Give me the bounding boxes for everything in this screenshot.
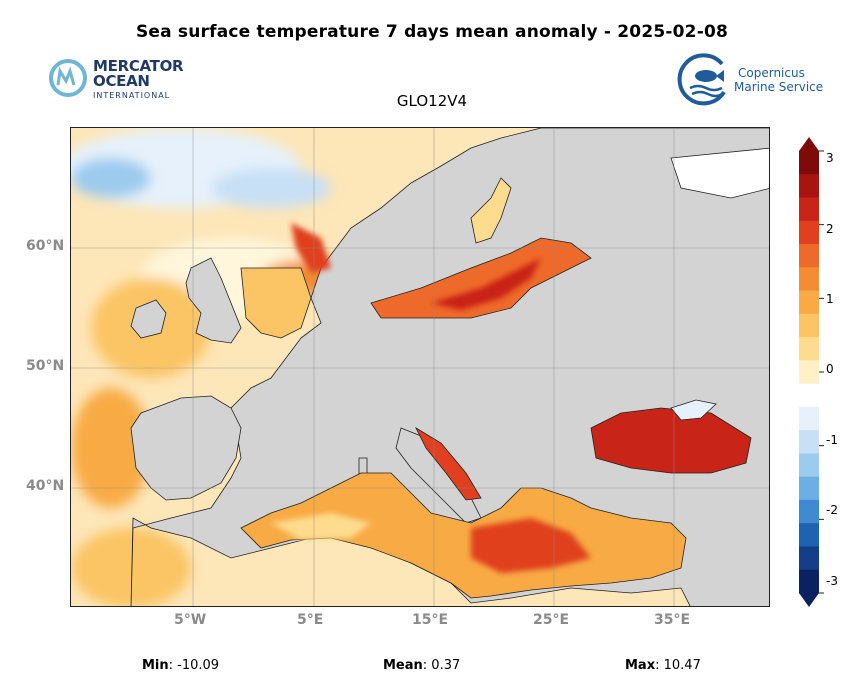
colorbar-gradient (799, 137, 824, 607)
colorbar-extend-min (799, 593, 819, 607)
colorbar-segment (799, 430, 819, 454)
stat-max-value: : 10.47 (655, 658, 701, 673)
stat-min-label: Min (142, 658, 169, 673)
map-canvas (71, 128, 769, 606)
stat-max-label: Max (625, 658, 656, 673)
graticule (71, 128, 769, 606)
chart-title: Sea surface temperature 7 days mean anom… (135, 22, 729, 42)
copernicus-logo-line1: Copernicus (738, 66, 805, 80)
inland-seas (240, 147, 769, 599)
colorbar-tick-0: 0 (826, 362, 834, 376)
colorbar-segment (799, 313, 819, 338)
stat-min: Min: -10.09 (142, 658, 219, 673)
mercator-logo-icon (49, 59, 87, 97)
stat-mean-value: : 0.37 (422, 658, 461, 673)
stat-min-value: : -10.09 (168, 658, 220, 673)
colorbar-segment (799, 174, 819, 199)
stat-mean: Mean: 0.37 (383, 658, 460, 673)
colorbar-segment (799, 476, 819, 501)
stat-mean-label: Mean (383, 658, 423, 673)
mercator-logo-line3: INTERNATIONAL (93, 91, 171, 100)
colorbar (797, 137, 827, 607)
lat-label-40n: 40°N (26, 478, 65, 494)
colorbar-tick-neg3: -3 (826, 574, 838, 588)
lon-label-35e: 35°E (654, 612, 691, 628)
copernicus-logo-icon (677, 53, 726, 106)
colorbar-segment (799, 267, 819, 292)
colorbar-segment (799, 523, 819, 547)
colorbar-segment (799, 360, 819, 385)
colorbar-segment (799, 197, 819, 222)
colorbar-segment (799, 151, 819, 175)
colorbar-tick-neg2: -2 (826, 503, 838, 517)
lon-label-5w: 5°W (174, 612, 207, 628)
colorbar-tick-neg1: -1 (826, 433, 838, 447)
lat-label-60n: 60°N (26, 238, 65, 254)
colorbar-segment (799, 337, 819, 361)
colorbar-tick-1: 1 (826, 292, 834, 306)
lat-label-50n: 50°N (26, 358, 65, 374)
colorbar-tick-3: 3 (826, 151, 834, 165)
colorbar-segment (799, 383, 819, 408)
mercator-ocean-logo: MERCATOR OCEAN INTERNATIONAL (48, 57, 198, 103)
colorbar-segment (799, 569, 819, 594)
colorbar-segment (799, 220, 819, 245)
colorbar-segment (799, 244, 819, 268)
lon-label-15e: 15°E (412, 612, 449, 628)
lon-label-5e: 5°E (297, 612, 324, 628)
lon-label-25e: 25°E (533, 612, 570, 628)
colorbar-segment (799, 499, 819, 524)
colorbar-segment (799, 546, 819, 571)
stat-max: Max: 10.47 (625, 658, 701, 673)
colorbar-segment (799, 453, 819, 478)
model-name: GLO12V4 (396, 92, 468, 110)
mercator-logo-line1: MERCATOR (93, 57, 184, 75)
copernicus-logo-line2: Marine Service (734, 80, 824, 94)
colorbar-tick-2: 2 (826, 222, 834, 236)
colorbar-segment (799, 406, 819, 431)
mercator-logo-line2: OCEAN (93, 72, 150, 90)
colorbar-segment (799, 290, 819, 315)
copernicus-marine-logo: Copernicus Marine Service (676, 52, 826, 107)
sst-anomaly-map (70, 127, 770, 607)
colorbar-extend-max (799, 137, 819, 151)
